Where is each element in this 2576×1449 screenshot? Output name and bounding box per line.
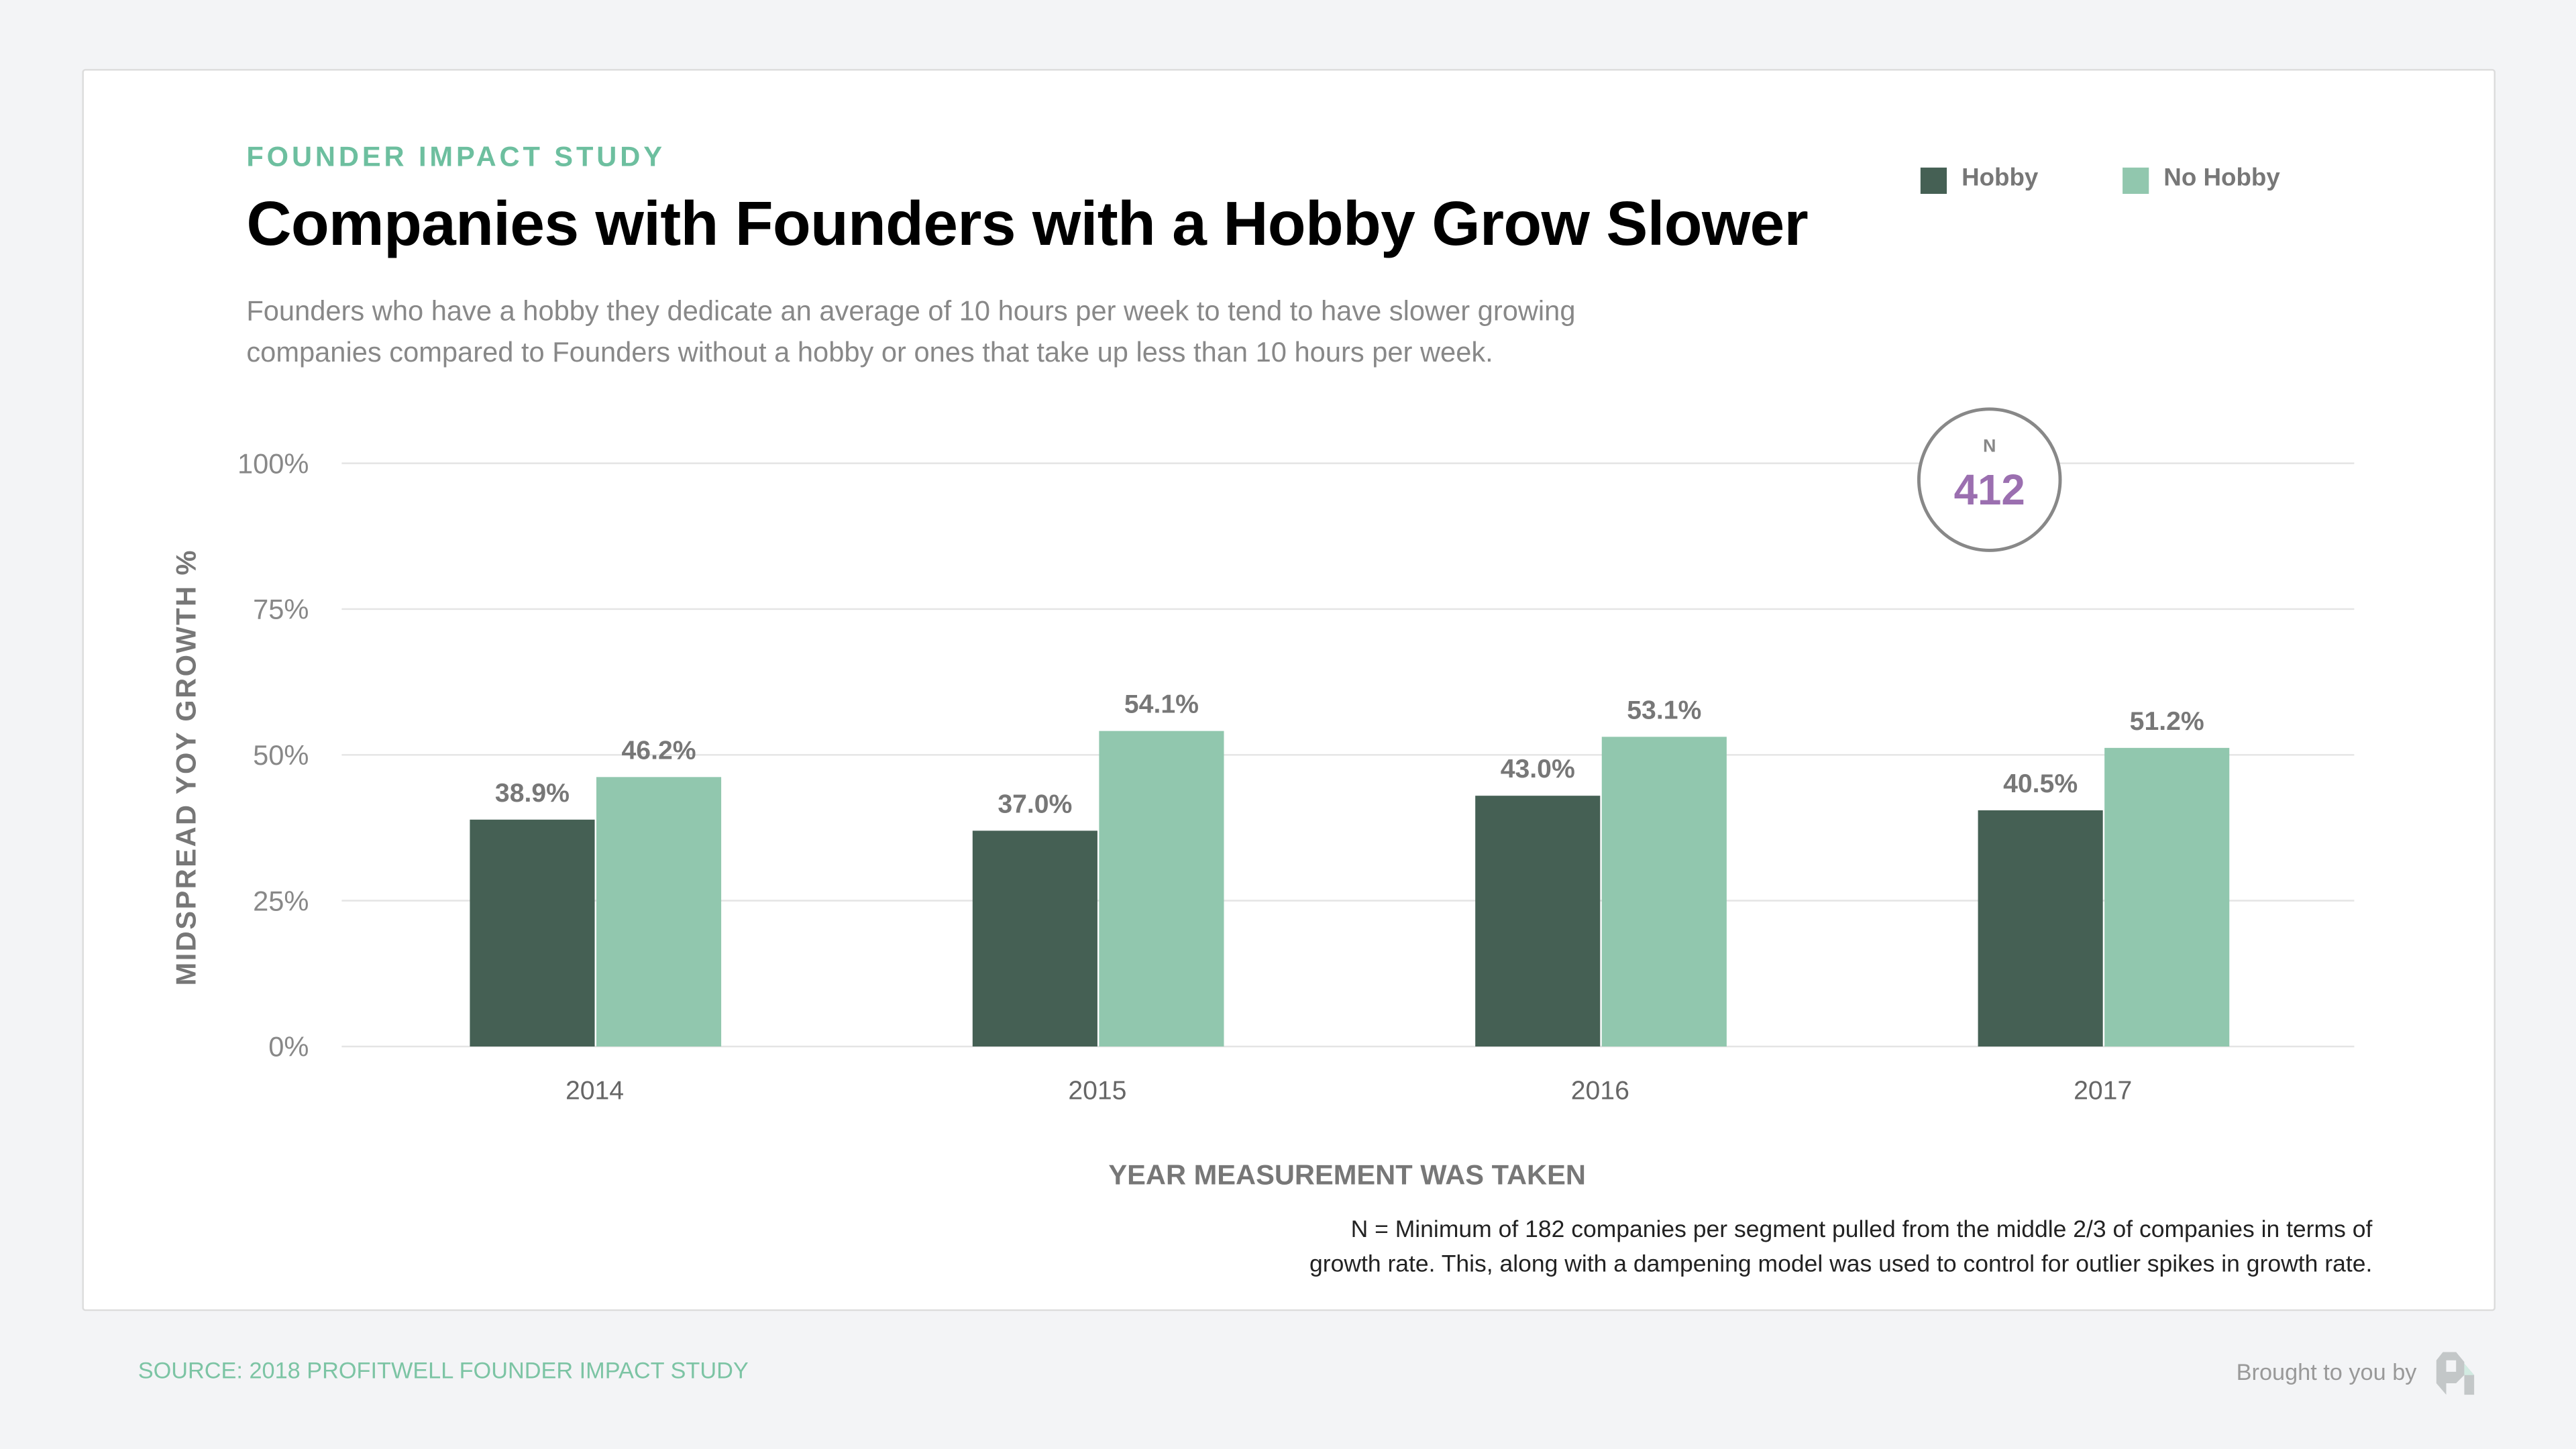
bar-no-hobby <box>1601 737 1727 1047</box>
x-axis-title: YEAR MEASUREMENT WAS TAKEN <box>1108 1159 1586 1191</box>
bar-no-hobby <box>1099 731 1224 1047</box>
bar-no-hobby <box>2104 747 2230 1047</box>
x-tick-label: 2017 <box>2074 1076 2132 1105</box>
footnote-line: growth rate. This, along with a dampenin… <box>1309 1252 2373 1279</box>
source-note: SOURCE: 2018 PROFITWELL FOUNDER IMPACT S… <box>138 1356 749 1384</box>
eyebrow: FOUNDER IMPACT STUDY <box>246 141 665 173</box>
sample-size-badge: N 412 <box>1917 407 2062 552</box>
y-tick-label: 100% <box>237 447 309 479</box>
sample-size-value: 412 <box>1954 466 2025 514</box>
data-label: 40.5% <box>2003 769 2078 798</box>
brought-to-you-by: Brought to you by <box>2236 1358 2417 1385</box>
chart-card <box>82 68 2496 1311</box>
data-label: 54.1% <box>1124 690 1199 719</box>
bar-hobby <box>1978 810 2103 1047</box>
x-tick-label: 2014 <box>566 1076 624 1105</box>
legend-swatch-hobby <box>1920 167 1947 194</box>
data-label: 51.2% <box>2130 707 2204 736</box>
data-label: 37.0% <box>998 790 1072 818</box>
y-axis-title: MIDSPREAD YOY GROWTH % <box>170 549 201 985</box>
legend-label-no-hobby: No Hobby <box>2163 164 2280 193</box>
data-label: 43.0% <box>1501 755 1575 784</box>
legend-swatch-no-hobby <box>2123 167 2149 194</box>
legend-label-hobby: Hobby <box>1962 164 2039 193</box>
bar-hobby <box>470 819 595 1047</box>
profitwell-logo-icon <box>2436 1352 2475 1395</box>
subtitle-line: companies compared to Founders without a… <box>246 337 1493 368</box>
subtitle-line: Founders who have a hobby they dedicate … <box>246 295 1576 327</box>
y-tick-label: 0% <box>268 1031 309 1063</box>
chart-subtitle: Founders who have a hobby they dedicate … <box>246 290 1575 372</box>
y-tick-label: 50% <box>253 739 309 771</box>
data-label: 46.2% <box>622 736 696 765</box>
bar-hobby <box>972 830 1097 1047</box>
x-tick-label: 2015 <box>1068 1076 1126 1105</box>
sample-size-label: N <box>1983 435 1996 455</box>
footnote: N = Minimum of 182 companies per segment… <box>1309 1214 2372 1283</box>
bar-no-hobby <box>596 777 722 1047</box>
bar-hobby <box>1475 796 1601 1047</box>
x-tick-label: 2016 <box>1571 1076 1629 1105</box>
sample-size-circle <box>1917 407 2062 552</box>
data-label: 53.1% <box>1627 696 1701 724</box>
y-tick-label: 25% <box>253 885 309 916</box>
y-tick-label: 75% <box>253 594 309 625</box>
data-label: 38.9% <box>495 779 570 808</box>
chart-title: Companies with Founders with a Hobby Gro… <box>246 191 1809 260</box>
footnote-line: N = Minimum of 182 companies per segment… <box>1350 1217 2373 1244</box>
